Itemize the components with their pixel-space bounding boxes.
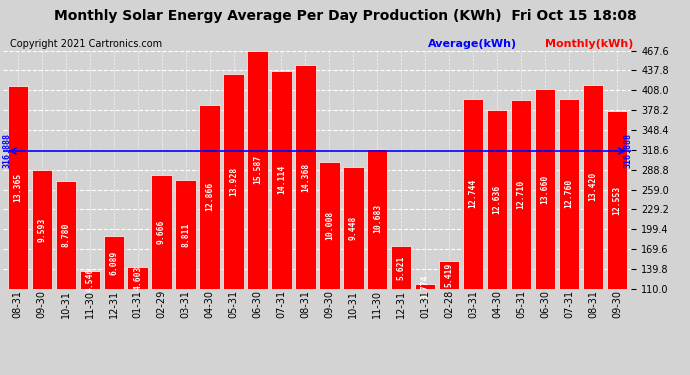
Text: 6.089: 6.089 [109,251,118,275]
Text: 13.420: 13.420 [589,172,598,201]
Text: 316.888: 316.888 [623,134,632,168]
Text: 12.553: 12.553 [613,185,622,214]
Text: Monthly(kWh): Monthly(kWh) [545,39,633,50]
Text: 10.683: 10.683 [373,204,382,233]
Text: 14.368: 14.368 [301,162,310,192]
Bar [343,167,364,289]
Bar [295,65,315,289]
Text: 9.593: 9.593 [37,217,46,242]
Text: 10.008: 10.008 [325,211,334,240]
Bar [175,180,196,289]
Bar [583,85,603,289]
Bar [79,271,100,289]
Text: 5.419: 5.419 [445,262,454,287]
Bar [535,89,555,289]
Text: 8.811: 8.811 [181,222,190,247]
Text: 3.774: 3.774 [421,274,430,298]
Bar [56,181,76,289]
Bar [8,86,28,289]
Text: 12.636: 12.636 [493,184,502,214]
Bar [32,170,52,289]
Text: 14.114: 14.114 [277,165,286,194]
Bar [415,284,435,289]
Text: 15.587: 15.587 [253,155,262,184]
Text: Average(kWh): Average(kWh) [428,39,517,50]
Text: 12.760: 12.760 [564,179,573,208]
Text: 5.621: 5.621 [397,255,406,279]
Bar [487,110,507,289]
Text: 9.666: 9.666 [157,220,166,244]
Text: 316.888: 316.888 [3,134,12,168]
Bar [367,148,388,289]
Bar [128,267,148,289]
Text: Monthly Solar Energy Average Per Day Production (KWh)  Fri Oct 15 18:08: Monthly Solar Energy Average Per Day Pro… [54,9,636,23]
Text: 8.780: 8.780 [61,223,70,247]
Bar [391,246,411,289]
Text: Copyright 2021 Cartronics.com: Copyright 2021 Cartronics.com [10,39,162,50]
Bar [271,70,292,289]
Bar [247,51,268,289]
Bar [559,99,579,289]
Text: 12.710: 12.710 [517,180,526,209]
Text: 13.660: 13.660 [540,174,549,204]
Text: 9.448: 9.448 [349,216,358,240]
Text: 4.546: 4.546 [86,268,95,292]
Bar [104,236,124,289]
Bar [607,111,627,289]
Text: 12.866: 12.866 [205,182,214,212]
Bar [224,75,244,289]
Bar [463,99,484,289]
Bar [439,261,460,289]
Text: 12.744: 12.744 [469,179,477,209]
Text: 13.365: 13.365 [13,173,22,202]
Bar [199,105,219,289]
Bar [151,176,172,289]
Bar [319,162,339,289]
Bar [511,100,531,289]
Text: 13.928: 13.928 [229,167,238,196]
Text: 4.603: 4.603 [133,266,142,290]
